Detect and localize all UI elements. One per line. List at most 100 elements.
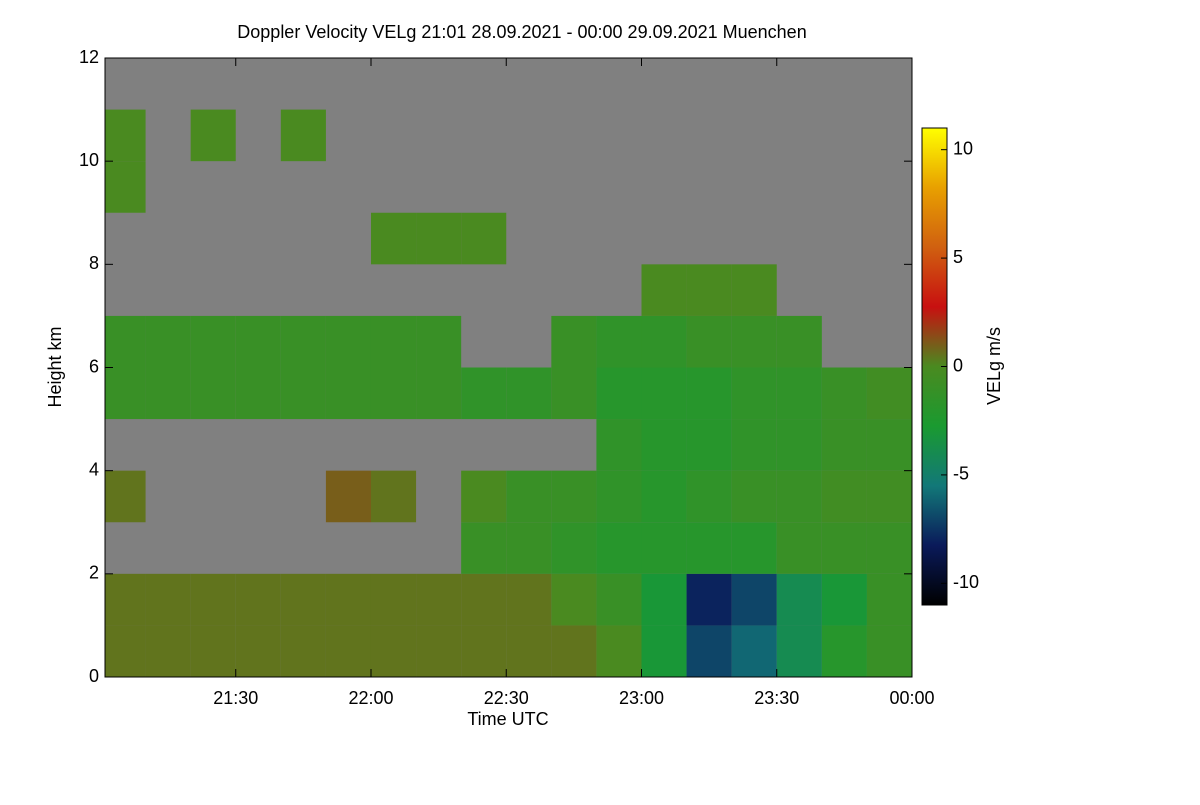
heatmap-cell [145, 315, 191, 368]
heatmap-cell [461, 625, 507, 677]
heatmap-cell [506, 625, 552, 677]
heatmap-cell [551, 470, 597, 523]
heatmap-cell [641, 470, 687, 523]
heatmap-cell [235, 367, 281, 420]
heatmap-cell [551, 315, 597, 368]
colorbar-tick-label: -10 [953, 572, 979, 592]
heatmap-cell [641, 315, 687, 368]
heatmap-cell [325, 367, 371, 420]
heatmap-cell [105, 573, 146, 626]
heatmap-cell [821, 419, 867, 471]
heatmap-cell [416, 573, 462, 626]
heatmap-cell [325, 470, 371, 523]
heatmap-cell [686, 367, 732, 420]
x-tick-label: 21:30 [213, 688, 258, 708]
heatmap-cell [686, 419, 732, 471]
heatmap-cell [280, 625, 326, 677]
x-tick-label: 22:00 [348, 688, 393, 708]
colorbar-tick-label: -5 [953, 464, 969, 484]
heatmap-cell [686, 522, 732, 574]
heatmap-cell [641, 625, 687, 677]
heatmap-cell [105, 367, 146, 420]
y-tick-label: 12 [79, 47, 99, 67]
heatmap-cell [866, 367, 912, 420]
heatmap-cell [370, 625, 417, 677]
y-tick-label: 10 [79, 150, 99, 170]
heatmap-cell [776, 522, 822, 574]
heatmap-cell [686, 470, 732, 523]
heatmap-cell [776, 315, 822, 368]
heatmap-cell [776, 419, 822, 471]
heatmap-cell [731, 419, 777, 471]
colorbar-tick-label: 5 [953, 247, 963, 267]
heatmap-cell [145, 625, 191, 677]
heatmap-cell [105, 161, 146, 213]
heatmap-cell [776, 470, 822, 523]
heatmap-cell [461, 470, 507, 523]
heatmap-cell [821, 625, 867, 677]
heatmap-cell [370, 212, 417, 265]
heatmap-cell [596, 315, 642, 368]
heatmap-cell [596, 522, 642, 574]
heatmap-cell [325, 625, 371, 677]
y-tick-label: 8 [89, 253, 99, 273]
heatmap-cell [866, 419, 912, 471]
heatmap-cell [190, 625, 236, 677]
heatmap-cell [731, 522, 777, 574]
heatmap-cell [821, 367, 867, 420]
heatmap-cell [731, 625, 777, 677]
heatmap-cell [280, 573, 326, 626]
colorbar-tick-label: 0 [953, 355, 963, 375]
heatmap-cell [686, 625, 732, 677]
heatmap-cell [506, 367, 552, 420]
y-tick-label: 4 [89, 459, 99, 479]
heatmap-cell [731, 315, 777, 368]
x-tick-label: 22:30 [484, 688, 529, 708]
colorbar-label: VELg m/s [984, 327, 1004, 405]
heatmap-cell [821, 470, 867, 523]
heatmap-cell [105, 315, 146, 368]
y-axis-label: Height km [45, 326, 65, 407]
heatmap-cell [866, 625, 912, 677]
heatmap-cell [821, 573, 867, 626]
heatmap-cell [506, 522, 552, 574]
heatmap-cell [596, 419, 642, 471]
heatmap-cell [596, 470, 642, 523]
heatmap-cell [596, 625, 642, 677]
heatmap-cell [641, 264, 687, 316]
heatmap-cell [370, 470, 417, 523]
y-tick-label: 0 [89, 666, 99, 686]
heatmap-cell [235, 625, 281, 677]
heatmap-cell [190, 315, 236, 368]
x-tick-label: 00:00 [889, 688, 934, 708]
heatmap-cell [551, 367, 597, 420]
heatmap-cell [105, 109, 146, 162]
heatmap-cell [731, 573, 777, 626]
heatmap-cell [641, 419, 687, 471]
x-tick-label: 23:00 [619, 688, 664, 708]
heatmap-cell [105, 470, 146, 523]
heatmap-cell [506, 470, 552, 523]
heatmap-cell [731, 367, 777, 420]
heatmap-cell [686, 264, 732, 316]
heatmap-cell [641, 522, 687, 574]
chart-title: Doppler Velocity VELg 21:01 28.09.2021 -… [237, 22, 806, 42]
heatmap-cell [280, 315, 326, 368]
x-tick-label: 23:30 [754, 688, 799, 708]
y-tick-label: 2 [89, 563, 99, 583]
heatmap-cell [145, 367, 191, 420]
heatmap-cell [776, 573, 822, 626]
heatmap-cell [190, 109, 236, 162]
heatmap-cell [641, 367, 687, 420]
heatmap-cell [821, 522, 867, 574]
heatmap-cell [461, 522, 507, 574]
heatmap-cell [235, 315, 281, 368]
heatmap-cell [190, 367, 236, 420]
heatmap-cell [461, 573, 507, 626]
heatmap-cell [596, 573, 642, 626]
heatmap-cell [280, 109, 326, 162]
heatmap-cell [280, 367, 326, 420]
heatmap-cell [776, 625, 822, 677]
